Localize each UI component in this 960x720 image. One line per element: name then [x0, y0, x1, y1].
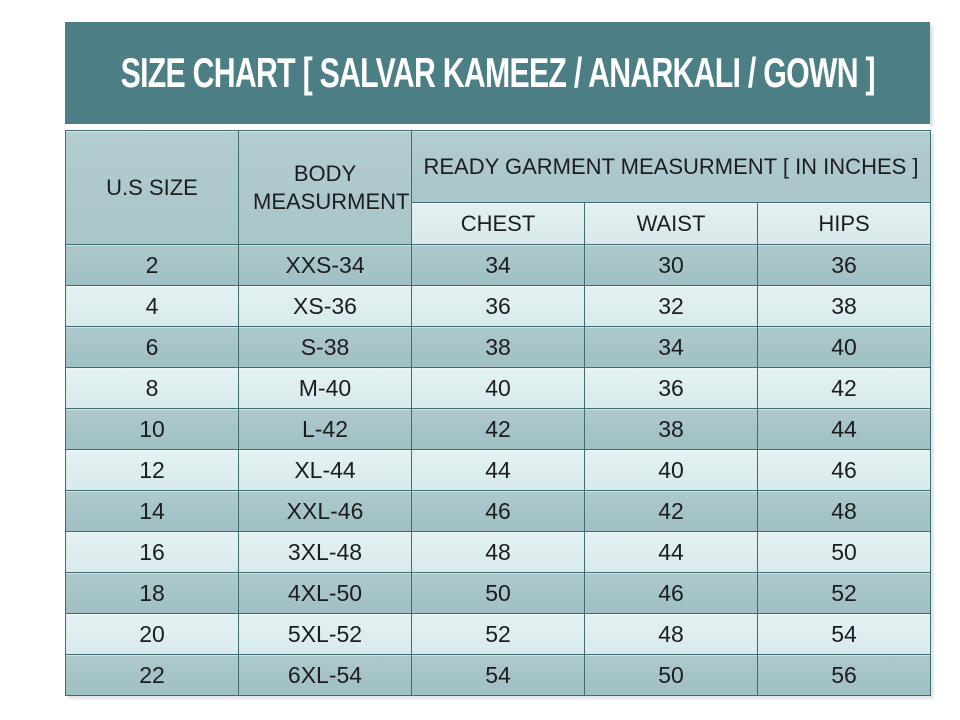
cell-us-size: 12 — [66, 450, 239, 491]
cell-us-size: 10 — [66, 409, 239, 450]
table-row: 12 XL-44 44 40 46 — [66, 450, 931, 491]
header-row-main: U.S SIZE BODY MEASURMENT READY GARMENT M… — [66, 131, 931, 245]
cell-hips: 40 — [758, 327, 931, 368]
cell-body-measurement: S-38 — [239, 327, 412, 368]
cell-body-measurement: XS-36 — [239, 286, 412, 327]
cell-waist: 38 — [585, 409, 758, 450]
cell-waist: 34 — [585, 327, 758, 368]
cell-chest: 36 — [412, 286, 585, 327]
column-header-us-size: U.S SIZE — [66, 131, 239, 245]
cell-waist: 40 — [585, 450, 758, 491]
cell-body-measurement: XL-44 — [239, 450, 412, 491]
cell-chest: 54 — [412, 655, 585, 696]
cell-chest: 52 — [412, 614, 585, 655]
cell-waist: 36 — [585, 368, 758, 409]
cell-body-measurement: 4XL-50 — [239, 573, 412, 614]
cell-chest: 44 — [412, 450, 585, 491]
table-row: 18 4XL-50 50 46 52 — [66, 573, 931, 614]
cell-hips: 54 — [758, 614, 931, 655]
cell-chest: 40 — [412, 368, 585, 409]
cell-chest: 48 — [412, 532, 585, 573]
column-header-body-measurement: BODY MEASURMENT — [239, 131, 412, 245]
title-table-gap — [65, 124, 930, 130]
cell-hips: 50 — [758, 532, 931, 573]
cell-us-size: 8 — [66, 368, 239, 409]
table-row: 14 XXL-46 46 42 48 — [66, 491, 931, 532]
cell-hips: 36 — [758, 245, 931, 286]
cell-waist: 44 — [585, 532, 758, 573]
cell-chest: 34 — [412, 245, 585, 286]
cell-chest: 42 — [412, 409, 585, 450]
cell-body-measurement: M-40 — [239, 368, 412, 409]
cell-waist: 48 — [585, 614, 758, 655]
cell-body-measurement: 5XL-52 — [239, 614, 412, 655]
cell-body-measurement: XXS-34 — [239, 245, 412, 286]
table-row: 4 XS-36 36 32 38 — [66, 286, 931, 327]
cell-us-size: 14 — [66, 491, 239, 532]
cell-us-size: 20 — [66, 614, 239, 655]
cell-hips: 42 — [758, 368, 931, 409]
cell-waist: 42 — [585, 491, 758, 532]
cell-body-measurement: L-42 — [239, 409, 412, 450]
column-header-waist: WAIST — [585, 203, 758, 245]
cell-us-size: 6 — [66, 327, 239, 368]
page-title: SIZE CHART [ SALVAR KAMEEZ / ANARKALI / … — [120, 49, 875, 96]
chart-title-band: SIZE CHART [ SALVAR KAMEEZ / ANARKALI / … — [65, 22, 930, 124]
cell-body-measurement: 6XL-54 — [239, 655, 412, 696]
table-row: 8 M-40 40 36 42 — [66, 368, 931, 409]
size-table-header: U.S SIZE BODY MEASURMENT READY GARMENT M… — [66, 131, 931, 245]
size-table-body: 2 XXS-34 34 30 36 4 XS-36 36 32 38 6 S-38 38 34 40 8 M-4… — [66, 245, 931, 696]
table-row: 20 5XL-52 52 48 54 — [66, 614, 931, 655]
cell-waist: 30 — [585, 245, 758, 286]
cell-us-size: 2 — [66, 245, 239, 286]
column-header-chest: CHEST — [412, 203, 585, 245]
cell-us-size: 4 — [66, 286, 239, 327]
size-table: U.S SIZE BODY MEASURMENT READY GARMENT M… — [65, 130, 931, 696]
cell-us-size: 18 — [66, 573, 239, 614]
header-row-sub: CHEST WAIST HIPS — [66, 203, 931, 245]
column-header-hips: HIPS — [758, 203, 931, 245]
table-row: 22 6XL-54 54 50 56 — [66, 655, 931, 696]
cell-hips: 56 — [758, 655, 931, 696]
cell-body-measurement: 3XL-48 — [239, 532, 412, 573]
cell-hips: 38 — [758, 286, 931, 327]
table-row: 16 3XL-48 48 44 50 — [66, 532, 931, 573]
cell-body-measurement: XXL-46 — [239, 491, 412, 532]
cell-us-size: 22 — [66, 655, 239, 696]
cell-hips: 46 — [758, 450, 931, 491]
cell-hips: 48 — [758, 491, 931, 532]
cell-chest: 46 — [412, 491, 585, 532]
table-row: 2 XXS-34 34 30 36 — [66, 245, 931, 286]
cell-hips: 52 — [758, 573, 931, 614]
column-group-header-ready-garment: READY GARMENT MEASURMENT [ IN INCHES ] — [412, 131, 931, 203]
cell-waist: 32 — [585, 286, 758, 327]
cell-hips: 44 — [758, 409, 931, 450]
table-row: 6 S-38 38 34 40 — [66, 327, 931, 368]
table-row: 10 L-42 42 38 44 — [66, 409, 931, 450]
cell-chest: 38 — [412, 327, 585, 368]
cell-waist: 50 — [585, 655, 758, 696]
size-chart-panel: SIZE CHART [ SALVAR KAMEEZ / ANARKALI / … — [65, 22, 931, 696]
cell-waist: 46 — [585, 573, 758, 614]
cell-us-size: 16 — [66, 532, 239, 573]
cell-chest: 50 — [412, 573, 585, 614]
